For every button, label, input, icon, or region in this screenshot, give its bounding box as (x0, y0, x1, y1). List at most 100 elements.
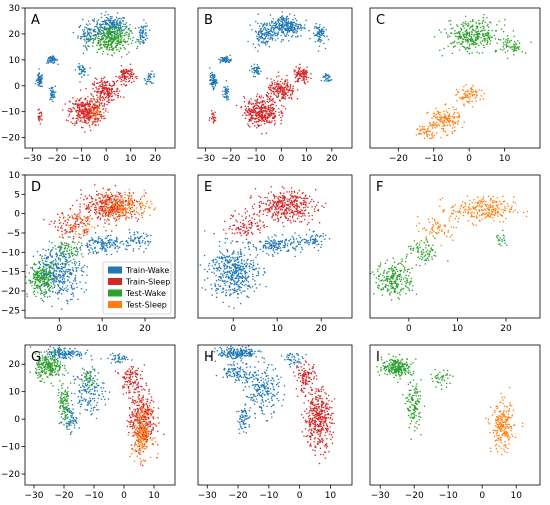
data-point (487, 23, 489, 26)
data-point (83, 198, 85, 201)
data-point (103, 244, 105, 246)
data-point (451, 115, 453, 118)
data-point (105, 11, 107, 13)
data-point (431, 117, 433, 119)
data-point (40, 118, 42, 120)
data-point (89, 35, 91, 38)
data-point (275, 23, 277, 26)
data-point (114, 247, 116, 250)
data-point (57, 256, 60, 259)
data-point (129, 74, 131, 76)
data-point (467, 89, 469, 92)
data-point (116, 215, 119, 218)
data-point (263, 34, 266, 36)
data-point (43, 218, 45, 221)
data-point (49, 278, 51, 281)
data-point (141, 239, 144, 242)
data-point (251, 122, 254, 125)
data-point (271, 21, 274, 23)
data-point (255, 111, 258, 113)
data-point (484, 29, 486, 31)
data-point (225, 92, 228, 94)
data-point (144, 28, 147, 31)
data-point (43, 257, 46, 259)
data-point (281, 20, 284, 22)
data-point (479, 41, 482, 43)
data-point (97, 41, 100, 44)
data-point (33, 269, 35, 271)
data-point (265, 29, 268, 32)
data-point (153, 73, 155, 75)
data-point (467, 100, 469, 103)
data-point (119, 29, 121, 32)
data-point (256, 63, 259, 66)
data-point (75, 269, 78, 272)
data-point (101, 105, 104, 107)
data-point (465, 95, 468, 98)
data-point (98, 111, 101, 114)
data-point (257, 67, 259, 70)
data-point (120, 56, 123, 58)
data-point (295, 19, 298, 22)
data-point (258, 113, 260, 115)
data-point (222, 94, 224, 96)
data-point (82, 110, 84, 113)
data-point (121, 35, 123, 37)
data-point (90, 94, 93, 96)
data-point (121, 32, 124, 34)
data-point (35, 278, 37, 281)
data-point (145, 233, 147, 236)
data-point (121, 36, 123, 39)
data-point (106, 246, 109, 249)
data-point (104, 19, 106, 22)
data-point (39, 85, 41, 87)
data-point (57, 268, 60, 270)
data-point (113, 25, 116, 28)
data-point (274, 86, 277, 89)
data-point (271, 81, 273, 83)
data-point (510, 39, 513, 42)
data-point (37, 85, 39, 87)
data-point (420, 128, 422, 131)
data-point (468, 52, 471, 55)
data-point (447, 34, 449, 36)
data-point (264, 102, 266, 104)
data-point (432, 121, 435, 123)
data-point (93, 20, 95, 23)
data-point (109, 20, 112, 22)
data-point (119, 43, 121, 46)
data-point (88, 118, 91, 121)
data-point (39, 254, 41, 257)
data-point (122, 68, 125, 71)
data-point (250, 108, 252, 110)
data-point (124, 48, 127, 50)
data-point (324, 74, 327, 77)
data-point (91, 123, 94, 126)
data-point (481, 22, 483, 25)
data-point (50, 274, 52, 277)
data-point (80, 105, 83, 108)
data-point (271, 120, 273, 122)
data-point (284, 94, 287, 96)
data-point (281, 115, 284, 117)
data-point (255, 69, 258, 72)
data-point (65, 119, 68, 121)
data-point (299, 66, 301, 69)
series-train-wake (208, 11, 333, 101)
data-point (122, 23, 125, 25)
data-point (97, 28, 100, 30)
data-point (40, 271, 42, 273)
data-point (102, 215, 104, 217)
data-point (511, 48, 513, 50)
data-point (222, 58, 225, 61)
data-point (281, 86, 284, 88)
data-point (40, 81, 42, 83)
data-point (258, 34, 261, 36)
data-point (94, 240, 97, 243)
data-point (79, 98, 81, 101)
data-point (75, 261, 77, 264)
data-point (72, 97, 74, 99)
data-point (143, 41, 145, 44)
data-point (139, 36, 142, 38)
data-point (93, 83, 96, 86)
